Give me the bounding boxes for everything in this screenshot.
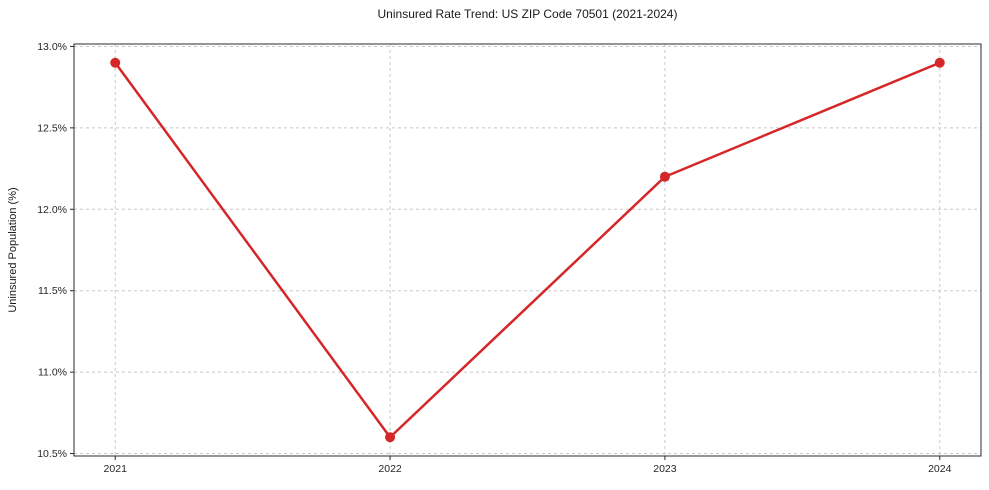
y-tick-label: 11.0% [38,367,67,379]
y-tick-label: 10.5% [37,448,67,460]
y-tick-label: 12.5% [37,122,67,134]
chart-title: Uninsured Rate Trend: US ZIP Code 70501 … [377,7,678,21]
data-point-marker [934,57,945,68]
y-tick-label: 13.0% [37,41,67,53]
y-tick-label: 11.5% [38,285,67,297]
x-tick-label: 2023 [653,463,677,475]
plot-border [73,43,982,457]
trend-line [113,61,942,439]
data-point-marker [385,432,396,443]
x-tick-label: 2022 [378,463,402,475]
data-point-marker [110,57,121,68]
x-tick-label: 2021 [104,463,128,475]
x-tick-label: 2024 [928,463,952,475]
y-tick-label: 12.0% [37,204,67,216]
data-point-marker [659,171,670,182]
